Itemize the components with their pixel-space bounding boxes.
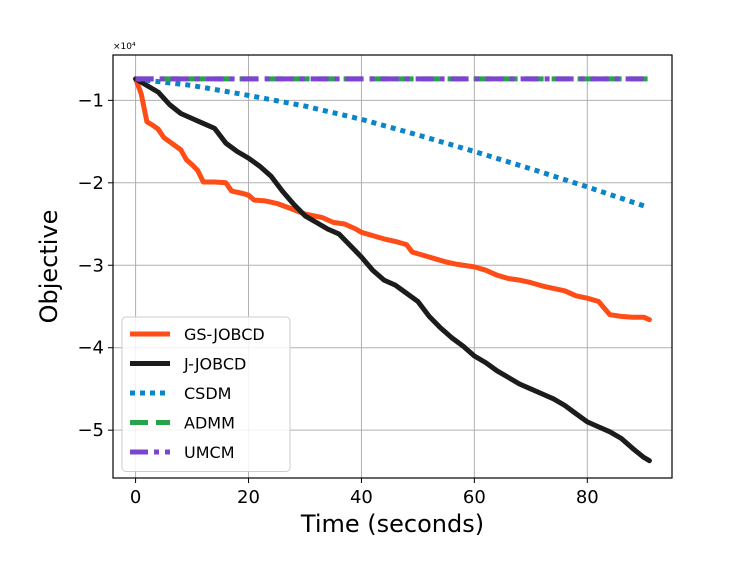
legend-label: CSDM — [184, 384, 231, 403]
y-offset-label: ×10⁴ — [113, 42, 136, 52]
x-axis-label: Time (seconds) — [300, 510, 484, 538]
legend-label: UMCM — [184, 443, 235, 462]
x-tick-label: 80 — [576, 487, 599, 508]
series-csdm — [135, 76, 645, 209]
x-tick-label: 0 — [130, 487, 141, 508]
legend-label: ADMM — [184, 414, 235, 433]
legend-label: J-JOBCD — [183, 355, 246, 374]
legend-box — [121, 316, 291, 472]
series-gs-jobcd — [133, 76, 652, 323]
y-tick-label: −2 — [77, 173, 104, 194]
y-tick-label: −5 — [77, 420, 104, 441]
x-tick-label: 40 — [350, 487, 373, 508]
y-tick-label: −3 — [77, 255, 104, 276]
y-axis-label: Objective — [35, 210, 63, 324]
legend-label: GS-JOBCD — [184, 325, 265, 344]
series-j-jobcd — [133, 76, 652, 464]
plot-frame — [112, 54, 673, 479]
axis-ticks: 0 20 40 60 80 −1 −2 −3 −4 −5 — [77, 90, 598, 508]
series-lines — [133, 76, 652, 464]
y-tick-label: −1 — [77, 90, 104, 111]
y-tick-label: −4 — [77, 338, 104, 359]
x-tick-label: 60 — [463, 487, 486, 508]
x-tick-label: 20 — [237, 487, 260, 508]
legend: GS-JOBCD J-JOBCD CSDM ADMM UMCM — [121, 316, 291, 472]
